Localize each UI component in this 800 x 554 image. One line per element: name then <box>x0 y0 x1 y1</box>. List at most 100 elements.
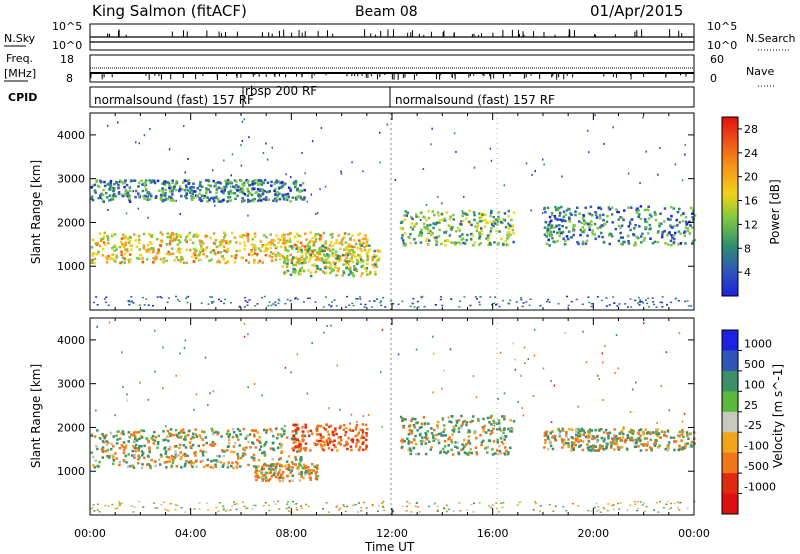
scatter-cell <box>274 466 278 469</box>
speckle-cell <box>523 346 526 349</box>
scatter-cell <box>345 440 348 444</box>
scatter-cell <box>168 253 171 256</box>
scatter-cell <box>112 445 115 448</box>
scatter-cell <box>115 181 119 185</box>
scatter-cell <box>356 433 360 437</box>
speckle-cell <box>168 148 171 151</box>
scatter-cell <box>229 180 233 184</box>
speckle-cell <box>179 352 181 355</box>
speckle-cell <box>330 324 332 327</box>
near-range-cell <box>478 502 481 504</box>
scatter-cell <box>652 431 655 434</box>
scatter-cell <box>147 248 151 251</box>
scatter-cell <box>298 471 302 474</box>
scatter-cell <box>307 469 310 472</box>
scatter-cell <box>212 179 215 183</box>
scatter-cell <box>319 424 323 428</box>
scatter-cell <box>95 180 98 183</box>
scatter-cell <box>260 467 264 471</box>
scatter-cell <box>360 244 364 247</box>
scatter-cell <box>465 452 468 455</box>
speckle-cell <box>290 371 292 374</box>
scatter-cell <box>93 466 96 469</box>
near-range-cell <box>314 301 317 303</box>
scatter-cell <box>165 460 169 464</box>
scatter-cell <box>281 193 284 197</box>
scatter-cell <box>237 438 240 441</box>
scatter-cell <box>608 233 611 237</box>
scatter-cell <box>331 268 335 271</box>
scatter-cell <box>361 423 365 426</box>
scatter-cell <box>287 463 290 467</box>
scatter-cell <box>285 460 289 463</box>
scatter-cell <box>187 189 190 192</box>
near-range-cell <box>365 507 368 509</box>
speckle-cell <box>261 394 263 397</box>
scatter-cell <box>373 249 376 253</box>
scatter-cell <box>297 273 301 276</box>
scatter-cell <box>100 237 103 241</box>
scatter-cell <box>184 195 187 198</box>
near-range-cell <box>147 304 150 306</box>
near-range-cell <box>200 302 203 304</box>
scatter-cell <box>325 423 328 426</box>
scatter-cell <box>175 445 178 448</box>
scatter-cell <box>495 229 498 233</box>
scatter-cell <box>309 271 313 274</box>
speckle-cell <box>315 213 317 215</box>
scatter-cell <box>588 433 591 436</box>
scatter-cell <box>281 265 284 268</box>
scatter-cell <box>633 445 637 449</box>
scatter-cell <box>672 436 676 439</box>
speckle-cell <box>296 353 299 356</box>
scatter-cell <box>461 447 465 451</box>
near-range-cell <box>322 306 325 308</box>
scatter-cell <box>508 231 511 234</box>
scatter-cell <box>192 196 196 199</box>
scatter-cell <box>431 210 434 213</box>
scatter-cell <box>353 268 356 271</box>
near-range-cell <box>414 505 417 507</box>
scatter-cell <box>232 185 235 188</box>
scatter-cell <box>489 230 493 233</box>
scatter-cell <box>246 187 249 191</box>
near-range-cell <box>268 509 271 512</box>
scatter-cell <box>128 253 132 256</box>
scatter-cell <box>121 233 125 237</box>
scatter-cell <box>226 200 229 203</box>
scatter-cell <box>417 452 420 456</box>
scatter-cell <box>553 215 556 218</box>
scatter-cell <box>232 466 235 470</box>
velocity-colorbar-step <box>722 432 738 454</box>
scatter-cell <box>444 231 447 234</box>
scatter-cell <box>206 200 209 203</box>
scatter-cell <box>105 191 108 195</box>
scatter-cell <box>563 219 566 222</box>
scatter-cell <box>254 446 258 449</box>
speckle-cell <box>362 170 364 173</box>
scatter-cell <box>664 448 667 451</box>
speckle-cell <box>163 182 165 184</box>
scatter-cell <box>334 250 338 253</box>
near-range-cell <box>328 304 331 306</box>
scatter-cell <box>233 236 237 239</box>
scatter-cell <box>295 198 298 201</box>
speckle-cell <box>243 335 246 338</box>
near-range-cell <box>351 302 354 305</box>
scatter-cell <box>264 463 267 467</box>
scatter-cell <box>132 440 136 443</box>
scatter-cell <box>658 222 661 225</box>
scatter-cell <box>179 429 183 433</box>
scatter-cell <box>108 181 111 185</box>
scatter-cell <box>288 245 291 248</box>
scatter-cell <box>686 433 689 436</box>
scatter-cell <box>375 265 378 268</box>
scatter-cell <box>297 250 300 253</box>
scatter-cell <box>307 260 311 263</box>
near-range-cell <box>156 507 159 509</box>
near-range-cell <box>657 511 660 513</box>
scatter-cell <box>263 249 266 253</box>
scatter-cell <box>558 430 562 433</box>
scatter-cell <box>410 222 413 225</box>
